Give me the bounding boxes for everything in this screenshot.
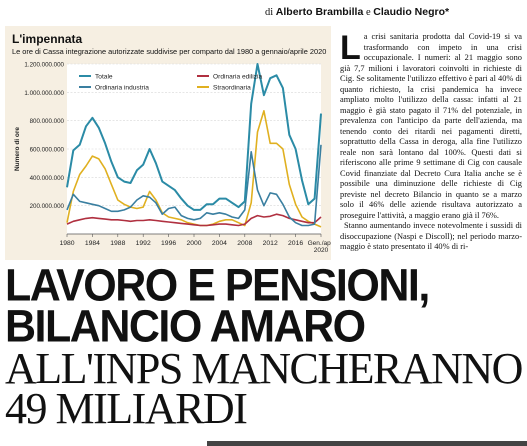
legend-label: Ordinaria edilizia	[213, 73, 262, 80]
author-2: Claudio Negro*	[373, 6, 450, 18]
y-axis-label: Numero di ore	[14, 127, 21, 171]
article-paragraph-2: Stanno aumentando invece notevolmente i …	[340, 221, 522, 251]
byline-prefix: di	[265, 7, 276, 18]
x-tick-label: 2000	[186, 240, 201, 247]
x-tick-label: 1992	[136, 240, 151, 247]
x-tick-label: 1984	[85, 240, 100, 247]
y-tick-label: 1.000.000.000	[24, 90, 64, 97]
legend-label: Totale	[95, 73, 113, 80]
x-tick-label: 2004	[212, 240, 227, 247]
legend-label: Ordinaria industria	[95, 84, 149, 91]
headline-secondary: ALL'INPS MANCHERANNO 49 MILIARDI	[5, 344, 523, 433]
article-paragraph-1: a crisi sanitaria prodotta dal Covid-19 …	[340, 32, 522, 220]
y-tick-label: 600.000.000	[30, 147, 65, 154]
series-line-ordinaria-edilizia	[66, 213, 322, 227]
y-tick-label: 1.200.000.000	[24, 62, 64, 69]
chart-subtitle: Le ore di Cassa integrazione autorizzate…	[12, 47, 327, 56]
headline-line-3: ALL'INPS MANCHERANNO	[5, 344, 523, 393]
legend-label: Straordinaria	[213, 84, 251, 91]
x-tick-label: 2012	[263, 240, 278, 247]
chart-title: L'impennata	[12, 32, 83, 46]
headline-main: LAVORO E PENSIONI, BILANCIO AMARO	[5, 260, 430, 353]
divider-bar	[207, 441, 527, 446]
series-line-totale	[66, 63, 322, 211]
y-tick-label: 800.000.000	[30, 118, 65, 125]
headline-line-1: LAVORO E PENSIONI,	[5, 260, 430, 312]
x-tick-label: 1988	[110, 240, 125, 247]
line-chart: 200.000.000 400.000.000 600.000.000 800.000…	[14, 62, 331, 255]
x-tick-label: 1980	[59, 240, 74, 247]
x-tick-label: 1996	[161, 240, 176, 247]
headline-line-2: BILANCIO AMARO	[5, 301, 366, 353]
byline-and: e	[363, 7, 374, 18]
x-tick-label: 2016	[288, 240, 303, 247]
article-body: L a crisi sanitaria prodotta dal Covid-1…	[340, 29, 522, 253]
y-tick-label: 400.000.000	[30, 175, 65, 182]
y-tick-label: 200.000.000	[30, 203, 65, 210]
byline: di Alberto Brambilla e Claudio Negro*	[265, 6, 449, 18]
author-1: Alberto Brambilla	[275, 6, 364, 18]
x-tick-label: 2008	[237, 240, 252, 247]
x-tick-label: 2020	[314, 247, 329, 254]
x-tick-label: Gen./apr.	[308, 240, 331, 247]
series-line-ordinaria-industria	[66, 144, 322, 227]
headline-line-4: 49 MILIARDI	[5, 384, 248, 433]
drop-cap: L	[340, 29, 361, 67]
